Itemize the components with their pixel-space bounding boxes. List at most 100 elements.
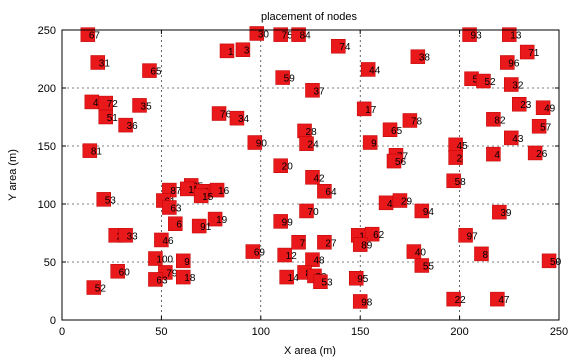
node-label: 75	[282, 31, 294, 42]
node-label: 1	[228, 47, 234, 58]
node-label: 93	[471, 31, 483, 42]
node-31: 82	[486, 112, 506, 127]
node-30: 78	[402, 113, 422, 128]
node-label: 74	[339, 42, 351, 53]
node-label: 81	[91, 147, 103, 158]
node-marker	[414, 203, 430, 219]
node-62: 70	[299, 203, 320, 219]
node-marker	[362, 135, 378, 150]
node-marker	[305, 170, 320, 185]
node-marker	[462, 27, 477, 42]
node-marker	[511, 96, 527, 112]
node-56: 53	[96, 192, 117, 207]
node-45: 56	[386, 153, 407, 169]
node-label: 2	[457, 154, 463, 165]
node-label: 32	[512, 81, 524, 92]
node-marker	[446, 173, 461, 189]
node-label: 13	[510, 31, 522, 42]
node-marker	[193, 188, 209, 204]
node-5: 13	[502, 27, 522, 42]
node-marker	[486, 112, 501, 127]
node-29: 34	[229, 110, 250, 126]
node-marker	[118, 228, 133, 243]
node-marker	[98, 109, 113, 125]
node-44: 26	[527, 145, 548, 161]
node-label: 28	[306, 127, 318, 138]
node-label: 76	[220, 110, 232, 121]
node-label: 79	[166, 268, 178, 279]
node-label: 24	[308, 140, 320, 151]
node-69: 33	[118, 228, 139, 243]
node-marker	[410, 49, 426, 64]
node-94: 95	[348, 270, 369, 286]
node-label: 43	[512, 134, 524, 145]
node-60: 29	[392, 193, 413, 208]
node-marker	[219, 43, 235, 59]
node-label: 40	[415, 248, 427, 259]
node-marker	[191, 218, 207, 234]
node-34: 28	[297, 123, 318, 139]
node-marker	[486, 146, 501, 162]
node-marker	[148, 251, 163, 266]
node-marker	[168, 216, 183, 231]
node-47: 42	[305, 170, 325, 185]
node-58: 63	[162, 200, 182, 215]
node-label: 97	[467, 231, 479, 242]
node-marker	[360, 62, 376, 77]
x-axis-title: X area (m)	[284, 345, 336, 357]
node-label: 95	[357, 274, 369, 285]
node-35: 43	[504, 130, 524, 146]
node-73: 46	[154, 232, 174, 248]
node-label: 39	[500, 208, 512, 219]
node-6: 3	[235, 42, 251, 57]
node-19: 37	[305, 83, 325, 98]
node-83: 9	[176, 253, 191, 269]
node-48: 58	[446, 173, 466, 189]
node-marker	[352, 237, 368, 252]
node-22: 35	[132, 98, 152, 113]
node-18: 32	[504, 77, 524, 92]
node-marker	[490, 291, 505, 307]
node-17: 52	[476, 73, 496, 89]
node-3: 84	[291, 27, 311, 42]
x-tick-label: 200	[450, 326, 468, 338]
node-marker	[348, 270, 364, 286]
node-96: 98	[352, 294, 373, 309]
node-label: 3	[244, 46, 250, 57]
node-label: 38	[419, 53, 431, 64]
node-13: 44	[360, 62, 381, 77]
node-label: 16	[218, 186, 230, 197]
node-marker	[392, 193, 408, 208]
node-label: 27	[325, 238, 337, 249]
node-4: 93	[462, 27, 483, 42]
node-1: 30	[249, 26, 269, 41]
node-marker	[291, 27, 306, 42]
node-label: 64	[325, 187, 337, 198]
node-95: 52	[86, 280, 106, 295]
node-marker	[402, 113, 418, 128]
y-tick-label: 0	[50, 315, 56, 327]
node-label: 53	[105, 195, 117, 206]
node-marker	[448, 150, 463, 165]
node-marker	[492, 204, 507, 220]
node-55: 64	[317, 183, 337, 199]
node-77: 69	[245, 244, 265, 259]
node-label: 33	[127, 231, 139, 242]
node-marker	[245, 244, 261, 259]
node-75: 27	[317, 235, 337, 250]
node-39: 45	[448, 137, 468, 153]
node-label: 49	[544, 104, 556, 115]
node-label: 60	[119, 267, 131, 278]
node-label: 70	[308, 207, 320, 218]
node-66: 6	[168, 216, 183, 231]
node-label: 77	[397, 151, 409, 162]
node-label: 51	[107, 113, 119, 124]
node-label: 11	[204, 187, 215, 198]
node-38: 9	[362, 135, 378, 150]
node-25: 17	[356, 101, 377, 117]
node-marker	[142, 63, 157, 78]
node-marker	[148, 272, 163, 287]
node-marker	[446, 291, 461, 307]
node-marker	[273, 214, 288, 229]
node-marker	[317, 235, 332, 250]
